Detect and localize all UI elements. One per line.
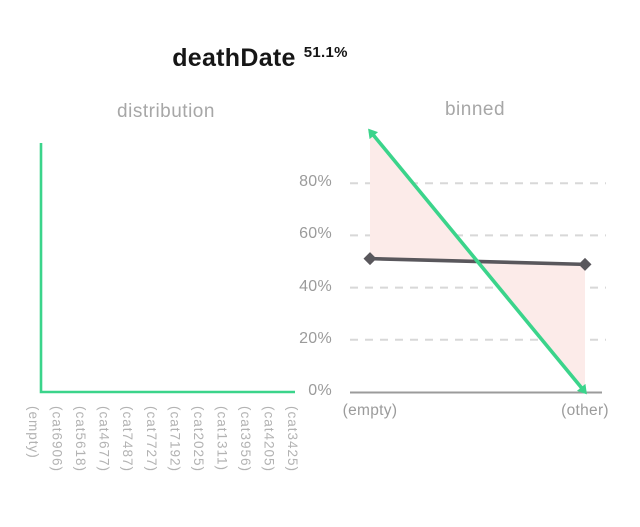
distribution-category-label: (cat3425)	[285, 406, 301, 473]
binned-y-tick-label: 40%	[299, 277, 332, 295]
distribution-category-label: (cat4205)	[261, 406, 277, 473]
binned-y-tick-label: 80%	[299, 173, 332, 191]
triangle-marker	[576, 383, 587, 395]
distribution-category-label: (empty)	[26, 406, 41, 459]
distribution-line	[39, 143, 295, 394]
distribution-category-label: (cat1311)	[214, 406, 230, 472]
binned-distribution-line	[368, 129, 587, 394]
diamond-marker	[363, 252, 377, 266]
page-title: deathDate 51.1%	[0, 44, 520, 73]
distribution-category-label: (cat2025)	[190, 406, 206, 473]
triangle-marker	[368, 128, 379, 140]
distribution-category-label: (cat7727)	[143, 406, 159, 473]
binned-y-tick-label: 0%	[308, 382, 332, 399]
binned-x-tick-label: (other)	[561, 402, 609, 419]
binned-chart-title: binned	[444, 99, 506, 120]
feature-name: deathDate	[172, 44, 296, 72]
diamond-marker	[578, 257, 592, 271]
distribution-category-label: (cat4677)	[96, 406, 112, 473]
distribution-category-label: (cat5618)	[73, 406, 89, 473]
binned-y-tick-label: 60%	[299, 225, 332, 243]
binned-x-tick-label: (empty)	[342, 402, 398, 419]
feature-percentage: 51.1%	[303, 44, 348, 61]
distribution-category-label: (cat7487)	[120, 406, 136, 473]
binned-y-tick-label: 20%	[299, 329, 332, 347]
distribution-category-label: (cat6906)	[49, 406, 65, 473]
distribution-category-label: (cat7192)	[167, 406, 183, 473]
distribution-chart-title: distribution	[117, 101, 215, 122]
distribution-category-label: (cat3956)	[237, 406, 253, 473]
